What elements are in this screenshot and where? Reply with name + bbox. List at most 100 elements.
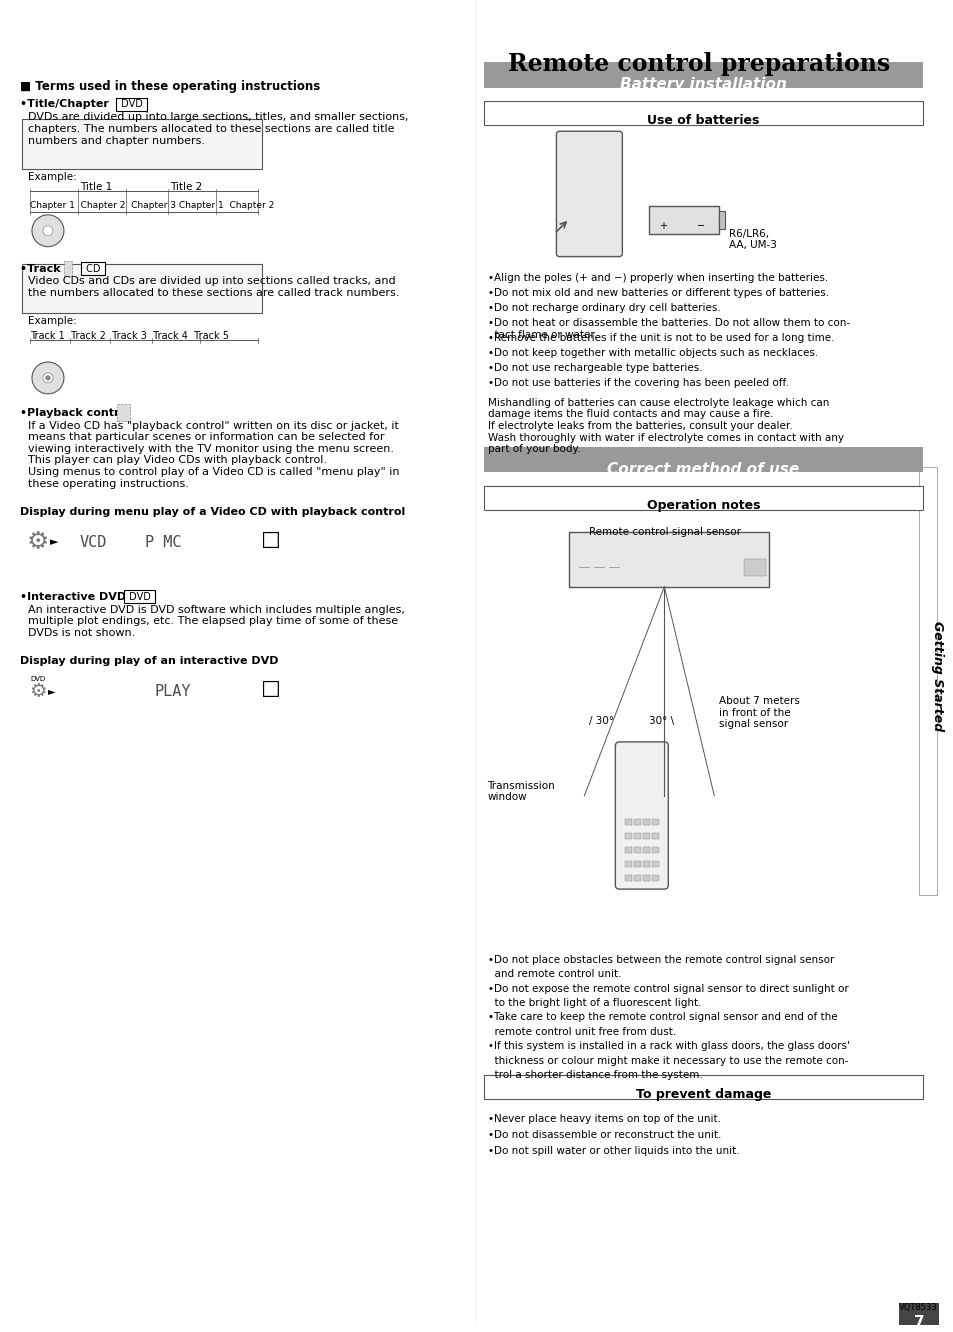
- Text: CD: CD: [83, 264, 104, 273]
- Bar: [634, 834, 640, 839]
- Bar: [652, 862, 659, 867]
- Text: ►: ►: [48, 686, 55, 697]
- Bar: [652, 847, 659, 854]
- Text: Example:: Example:: [28, 316, 76, 326]
- Text: remote control unit free from dust.: remote control unit free from dust.: [487, 1027, 675, 1036]
- Text: Display during menu play of a Video CD with playback control: Display during menu play of a Video CD w…: [20, 507, 405, 517]
- FancyBboxPatch shape: [483, 486, 923, 510]
- Text: Mishandling of batteries can cause electrolyte leakage which can
damage items th: Mishandling of batteries can cause elect…: [487, 398, 842, 454]
- Bar: [625, 847, 632, 854]
- Text: Track 1  Track 2  Track 3  Track 4  Track 5: Track 1 Track 2 Track 3 Track 4 Track 5: [30, 332, 229, 341]
- Text: •Never place heavy items on top of the unit.: •Never place heavy items on top of the u…: [487, 1114, 720, 1124]
- Text: Correct method of use: Correct method of use: [606, 462, 799, 477]
- Text: VQT8533: VQT8533: [898, 1303, 937, 1312]
- Bar: [918, 468, 936, 895]
- Text: trol a shorter distance from the system.: trol a shorter distance from the system.: [487, 1070, 701, 1080]
- Text: Use of batteries: Use of batteries: [646, 115, 759, 128]
- Bar: [634, 847, 640, 854]
- Text: Battery installation: Battery installation: [619, 76, 786, 92]
- Text: •Do not recharge ordinary dry cell batteries.: •Do not recharge ordinary dry cell batte…: [487, 304, 720, 313]
- FancyBboxPatch shape: [615, 742, 668, 888]
- FancyBboxPatch shape: [22, 120, 261, 169]
- Text: VCD: VCD: [80, 534, 107, 550]
- Bar: [625, 834, 632, 839]
- Bar: [719, 210, 724, 229]
- Text: ⚙: ⚙: [30, 682, 47, 701]
- Text: •Do not mix old and new batteries or different types of batteries.: •Do not mix old and new batteries or dif…: [487, 289, 828, 298]
- Circle shape: [43, 225, 52, 236]
- Text: •Do not expose the remote control signal sensor to direct sunlight or: •Do not expose the remote control signal…: [487, 983, 847, 994]
- Text: Remote control preparations: Remote control preparations: [508, 52, 889, 76]
- Text: +: +: [659, 221, 667, 230]
- Text: Remote control signal sensor: Remote control signal sensor: [589, 527, 740, 537]
- Text: •Remove the batteries if the unit is not to be used for a long time.: •Remove the batteries if the unit is not…: [487, 333, 833, 344]
- Bar: [652, 819, 659, 826]
- Text: •Do not heat or disassemble the batteries. Do not allow them to con-
  tact flam: •Do not heat or disassemble the batterie…: [487, 318, 849, 340]
- FancyBboxPatch shape: [22, 264, 261, 313]
- Text: Title 1: Title 1: [80, 182, 112, 192]
- Text: Title 2: Title 2: [170, 182, 202, 192]
- Text: DVD: DVD: [30, 677, 45, 682]
- Circle shape: [43, 373, 52, 382]
- Text: Transmission
window: Transmission window: [487, 781, 555, 802]
- Text: and remote control unit.: and remote control unit.: [487, 970, 620, 979]
- Text: ⚙: ⚙: [27, 530, 50, 554]
- Text: Chapter 1  Chapter 2  Chapter 3 Chapter 1  Chapter 2: Chapter 1 Chapter 2 Chapter 3 Chapter 1 …: [30, 201, 274, 210]
- Text: DVDs are divided up into large sections, titles, and smaller sections,
chapters.: DVDs are divided up into large sections,…: [28, 112, 408, 145]
- Text: DVD: DVD: [126, 591, 153, 602]
- Text: / 30°: / 30°: [589, 717, 614, 726]
- Text: •Title/Chapter: •Title/Chapter: [20, 100, 112, 109]
- Bar: [642, 819, 650, 826]
- Bar: [634, 819, 640, 826]
- Text: 30° \: 30° \: [649, 717, 674, 726]
- Bar: [634, 875, 640, 882]
- Text: ☐: ☐: [259, 681, 279, 701]
- Text: ►: ►: [50, 537, 58, 547]
- Text: thickness or colour might make it necessary to use the remote con-: thickness or colour might make it necess…: [487, 1056, 847, 1066]
- Text: •Do not spill water or other liquids into the unit.: •Do not spill water or other liquids int…: [487, 1146, 739, 1156]
- Bar: [642, 834, 650, 839]
- FancyBboxPatch shape: [483, 129, 822, 258]
- Bar: [642, 875, 650, 882]
- Text: DVD: DVD: [118, 100, 146, 109]
- Text: •Interactive DVD: •Interactive DVD: [20, 591, 130, 602]
- Circle shape: [32, 362, 64, 394]
- Text: PLAY: PLAY: [154, 683, 192, 699]
- Bar: [652, 834, 659, 839]
- Text: •Playback control: •Playback control: [20, 408, 134, 418]
- Text: •Do not disassemble or reconstruct the unit.: •Do not disassemble or reconstruct the u…: [487, 1130, 720, 1140]
- Bar: [625, 862, 632, 867]
- Text: Getting Started: Getting Started: [929, 621, 943, 731]
- Bar: [652, 875, 659, 882]
- Text: R6/LR6,
AA, UM-3: R6/LR6, AA, UM-3: [728, 229, 777, 250]
- Circle shape: [32, 214, 64, 246]
- Text: •Track: •Track: [20, 264, 69, 273]
- Text: If a Video CD has "playback control" written on its disc or jacket, it
means tha: If a Video CD has "playback control" wri…: [28, 421, 399, 489]
- Text: 7: 7: [913, 1315, 923, 1329]
- Text: ☐: ☐: [259, 531, 279, 551]
- Text: Display during play of an interactive DVD: Display during play of an interactive DV…: [20, 657, 278, 666]
- FancyBboxPatch shape: [483, 61, 923, 88]
- Text: Video CDs and CDs are divided up into sections called tracks, and
the numbers al: Video CDs and CDs are divided up into se…: [28, 277, 399, 298]
- FancyBboxPatch shape: [556, 132, 621, 257]
- Bar: [642, 862, 650, 867]
- Text: •Align the poles (+ and −) properly when inserting the batteries.: •Align the poles (+ and −) properly when…: [487, 273, 827, 284]
- Text: ■ Terms used in these operating instructions: ■ Terms used in these operating instruct…: [20, 80, 320, 92]
- Bar: [569, 531, 768, 587]
- Bar: [625, 875, 632, 882]
- Text: Example:: Example:: [28, 172, 76, 182]
- Text: Operation notes: Operation notes: [646, 500, 760, 513]
- Text: •Take care to keep the remote control signal sensor and end of the: •Take care to keep the remote control si…: [487, 1012, 836, 1023]
- Bar: [649, 206, 719, 233]
- Bar: [898, 1303, 938, 1325]
- Text: P MC: P MC: [145, 534, 181, 550]
- Text: About 7 meters
in front of the
signal sensor: About 7 meters in front of the signal se…: [719, 697, 800, 730]
- Text: An interactive DVD is DVD software which includes multiple angles,
multiple plot: An interactive DVD is DVD software which…: [28, 605, 404, 638]
- Text: •If this system is installed in a rack with glass doors, the glass doors': •If this system is installed in a rack w…: [487, 1042, 848, 1051]
- Text: •Do not place obstacles between the remote control signal sensor: •Do not place obstacles between the remo…: [487, 955, 833, 964]
- Text: •Do not keep together with metallic objects such as necklaces.: •Do not keep together with metallic obje…: [487, 348, 817, 358]
- FancyBboxPatch shape: [483, 446, 923, 473]
- Bar: [625, 819, 632, 826]
- Bar: [634, 862, 640, 867]
- Text: to the bright light of a fluorescent light.: to the bright light of a fluorescent lig…: [487, 998, 700, 1008]
